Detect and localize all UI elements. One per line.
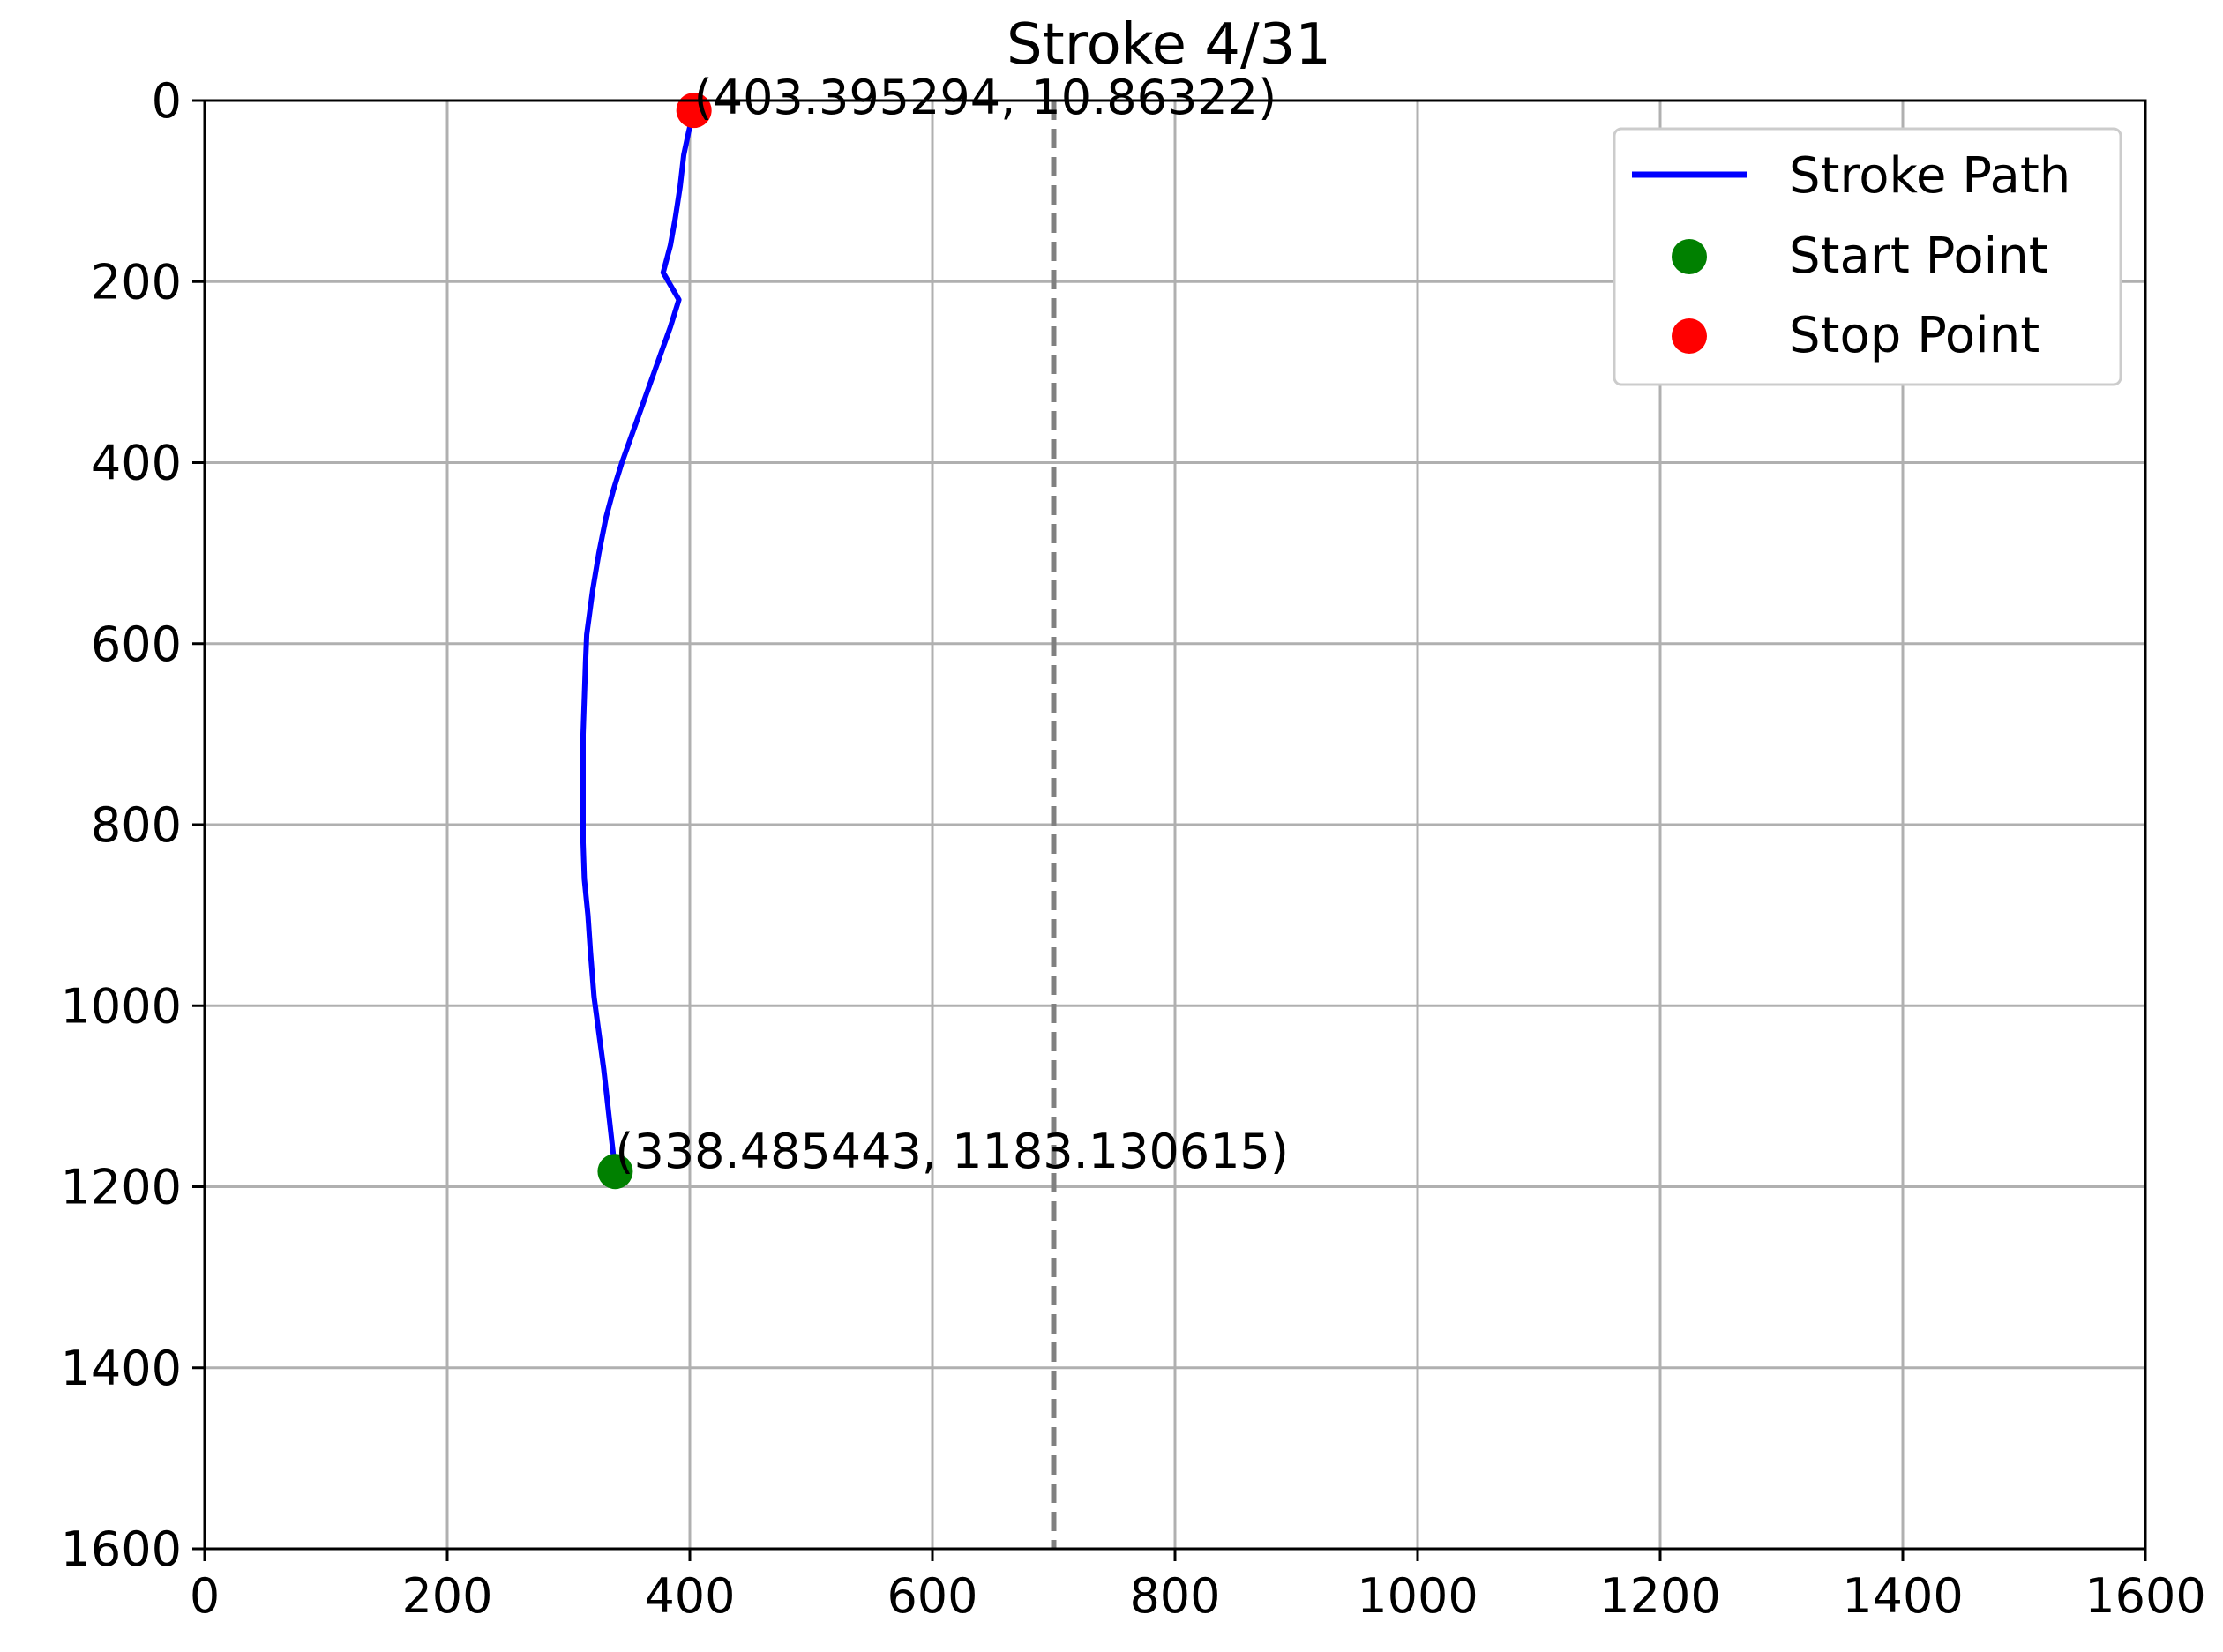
y-tick-label: 1200 — [61, 1160, 182, 1215]
legend-start-point-swatch — [1672, 239, 1707, 274]
stroke-path-line — [580, 108, 697, 1175]
plot-frame — [203, 99, 2147, 1551]
axis-ticks: 0 200 400 600 800 1000 1200 1400 160002004006008… — [61, 73, 2206, 1624]
legend-stroke-path-label: Stroke Path — [1789, 147, 2070, 205]
legend: Stroke Path Start Point Stop Point — [1613, 127, 2122, 386]
x-tick-label: 200 — [401, 1568, 492, 1624]
legend-start-point-label: Start Point — [1789, 228, 2048, 285]
x-tick-label: 1000 — [1357, 1568, 1478, 1624]
y-tick-label: 200 — [91, 254, 182, 310]
legend-stop-point-swatch — [1672, 318, 1707, 354]
y-tick-label: 800 — [91, 797, 182, 853]
x-tick-label: 1200 — [1599, 1568, 1720, 1624]
x-tick-label: 600 — [887, 1568, 977, 1624]
x-tick-label: 800 — [1129, 1568, 1220, 1624]
x-tick-label: 0 — [190, 1568, 220, 1624]
start-point-marker — [597, 1154, 633, 1190]
y-tick-label: 1000 — [61, 978, 182, 1034]
x-tick-label: 1600 — [2085, 1568, 2205, 1624]
y-tick-label: 0 — [152, 73, 182, 129]
stop-point-annotation: (403.395294, 10.86322) — [694, 70, 1276, 125]
x-tick-label: 400 — [644, 1568, 735, 1624]
legend-box — [1613, 127, 2122, 386]
y-tick-label: 1400 — [61, 1341, 182, 1396]
x-tick-label: 1400 — [1842, 1568, 1963, 1624]
y-tick-label: 1600 — [61, 1521, 182, 1577]
start-point-annotation: (338.485443, 1183.130615) — [615, 1124, 1289, 1179]
chart-title: Stroke 4/31 — [1007, 12, 1331, 78]
y-tick-label: 400 — [91, 436, 182, 491]
y-tick-label: 600 — [91, 617, 182, 672]
legend-stop-point-label: Stop Point — [1789, 307, 2040, 364]
